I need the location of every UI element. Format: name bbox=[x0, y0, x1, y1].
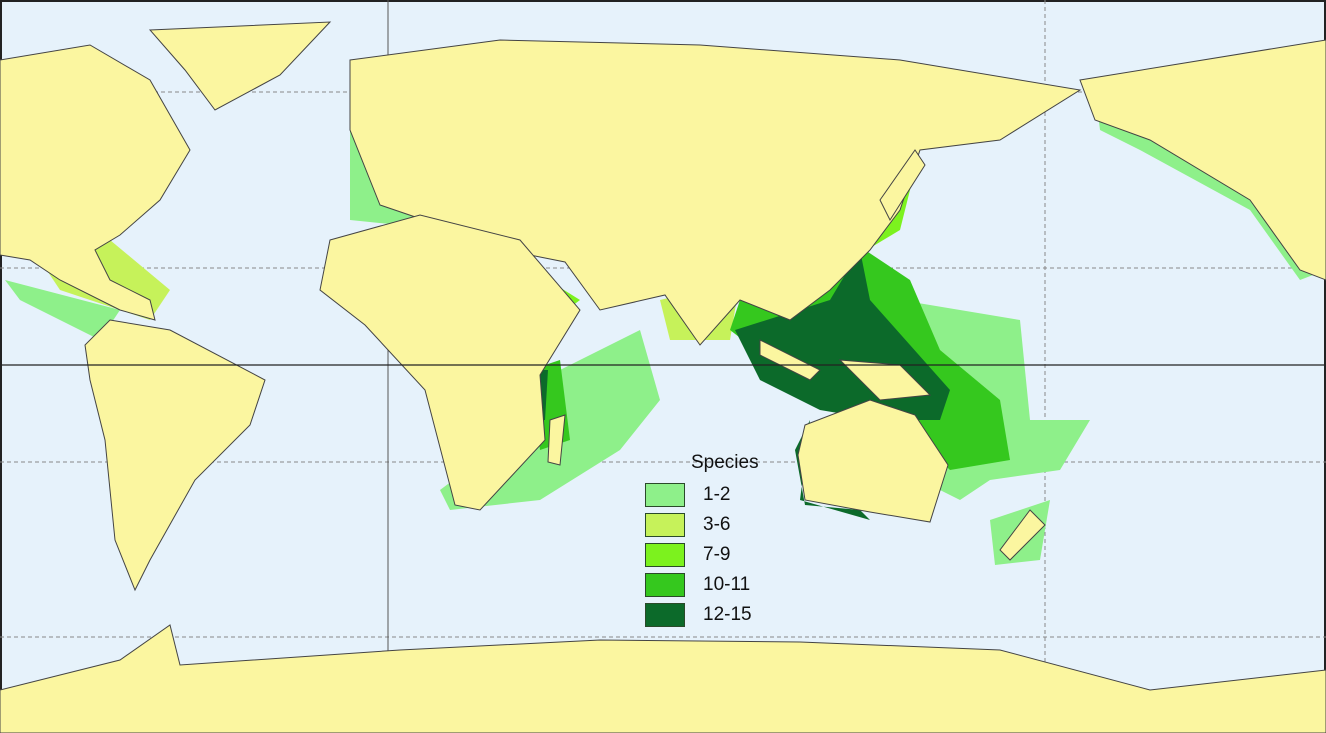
legend-item: 3-6 bbox=[645, 510, 759, 540]
north-america-east bbox=[1079, 39, 1326, 281]
australia bbox=[797, 399, 949, 523]
north-america bbox=[0, 44, 191, 321]
antarctica bbox=[0, 624, 1326, 733]
africa bbox=[319, 214, 581, 511]
legend-swatch bbox=[645, 483, 685, 507]
legend-swatch bbox=[645, 573, 685, 597]
zone-1-2 bbox=[5, 280, 120, 340]
legend: Species 1-2 3-6 7-9 10-11 12-15 bbox=[645, 452, 759, 630]
legend-title: Species bbox=[691, 452, 759, 473]
legend-label: 10-11 bbox=[703, 574, 751, 595]
new-zealand bbox=[999, 509, 1046, 561]
south-america bbox=[84, 319, 266, 592]
legend-item: 1-2 bbox=[645, 480, 759, 510]
legend-label: 3-6 bbox=[703, 514, 731, 535]
japan bbox=[879, 149, 926, 222]
indonesia bbox=[759, 339, 932, 401]
legend-swatch bbox=[645, 603, 685, 627]
legend-label: 12-15 bbox=[703, 604, 752, 625]
greenland bbox=[148, 21, 332, 111]
legend-label: 1-2 bbox=[703, 484, 731, 505]
landmasses bbox=[0, 21, 1326, 733]
legend-item: 12-15 bbox=[645, 600, 759, 630]
madagascar bbox=[547, 414, 566, 466]
legend-item: 10-11 bbox=[645, 570, 759, 600]
legend-item: 7-9 bbox=[645, 540, 759, 570]
legend-label: 7-9 bbox=[703, 544, 731, 565]
legend-swatch bbox=[645, 543, 685, 567]
legend-swatch bbox=[645, 513, 685, 537]
